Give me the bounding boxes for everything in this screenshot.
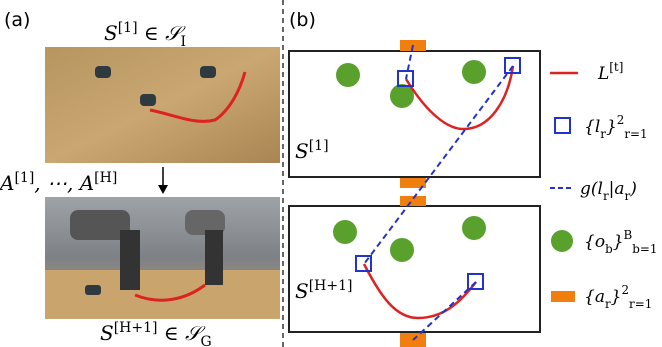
math-part: A — [0, 171, 14, 195]
math-part: {o — [584, 232, 605, 252]
schematic — [289, 40, 540, 347]
math-part: b=1 — [632, 242, 657, 256]
math-part: g(l — [580, 179, 603, 199]
math-part: [1] — [309, 138, 329, 154]
math-part: {l — [584, 117, 600, 137]
actions-caption: A[1], ⋯, A[H] — [0, 170, 117, 195]
math-part: ∈ 𝒮 — [138, 21, 187, 45]
math-part: [H] — [94, 170, 117, 186]
panel-label: (b) — [289, 9, 316, 31]
math-part: B — [624, 228, 633, 242]
math-part: S — [295, 279, 309, 303]
math-part: |a — [609, 179, 625, 199]
legend: L[t] {lr}2r=1 g(lr|ar) {ob}Bb=1 {ar}2r=1 — [580, 60, 657, 311]
math-part: L — [597, 64, 609, 84]
math-part: r=1 — [629, 297, 652, 311]
arrow-down — [158, 167, 168, 194]
math-part: [1] — [14, 170, 34, 186]
state-label: S[1] — [295, 138, 329, 163]
math-part: S — [104, 21, 118, 45]
math-part: G — [200, 334, 211, 347]
photo-initial — [45, 47, 280, 163]
math-part: {a — [584, 287, 605, 307]
math-part: } — [613, 232, 624, 252]
math-part: [1] — [118, 20, 138, 36]
math-part: S — [100, 321, 114, 345]
legend-label: {ar}2r=1 — [584, 283, 652, 311]
math-part: } — [606, 117, 617, 137]
figure: (a) S[1] ∈ 𝒮I A[1], ⋯, A[H] S[H+1] ∈ 𝒮G … — [0, 0, 662, 347]
math-part: [t] — [609, 60, 623, 74]
initial-caption: S[1] ∈ 𝒮I — [104, 20, 186, 50]
math-part: [H+1] — [114, 320, 158, 336]
legend-label: {ob}Bb=1 — [584, 228, 657, 256]
legend-label: g(lr|ar) — [580, 179, 637, 203]
math-part: , ⋯, A — [34, 171, 94, 195]
math-part: [H+1] — [309, 278, 353, 294]
legend-label: L[t] — [597, 60, 623, 84]
state-label: S[H+1] — [295, 278, 352, 303]
math-part: S — [295, 139, 309, 163]
goal-caption: S[H+1] ∈ 𝒮G — [100, 320, 212, 347]
math-part: ) — [629, 179, 637, 199]
photo-goal — [45, 197, 280, 319]
legend-keys — [550, 73, 578, 302]
math-part: } — [611, 287, 622, 307]
math-part: 2 — [621, 283, 629, 297]
panel-label: (a) — [4, 9, 30, 31]
legend-label: {lr}2r=1 — [584, 113, 648, 141]
math-part: 2 — [617, 113, 625, 127]
math-part: r=1 — [624, 127, 647, 141]
math-part: ∈ 𝒮 — [157, 321, 206, 345]
